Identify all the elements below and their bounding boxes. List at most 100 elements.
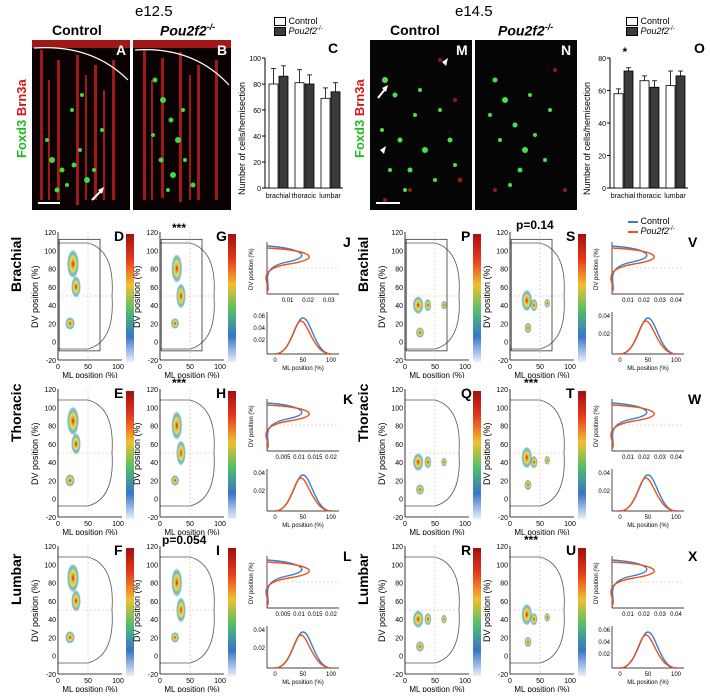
profile-X-ml-ytick: 0.06 — [598, 628, 610, 634]
micrograph-B-image — [133, 40, 231, 210]
row-label-thoracic-e125: Thoracic — [8, 383, 24, 442]
legend-V-mutant: Pou2f2-/- — [628, 226, 675, 236]
heatmap-I-ytick: 20 — [150, 635, 158, 642]
heatmap-Q-ytick: 0 — [399, 497, 403, 504]
heatmap-I-ytick: 40 — [150, 617, 158, 624]
profile-W-ml-mutant-line — [619, 477, 677, 512]
heatmap-Q-ytick: 120 — [391, 387, 403, 394]
heatmap-T-ytick: 40 — [500, 460, 508, 467]
profile-L-ml-control-line — [274, 631, 332, 669]
panel-label-D: D — [114, 228, 125, 244]
heatmap-R-colorbar — [473, 548, 481, 676]
panel-label-K: K — [343, 391, 354, 407]
heatmap-Q-xtick: 50 — [431, 521, 439, 528]
profile-J-dv-xtick: 0.02 — [302, 298, 314, 304]
heatmap-E: 120 100 80 60 40 20 0 -20 0 50 100 ML position (%) — [38, 385, 138, 540]
legend-V: Control Pou2f2-/- — [628, 216, 675, 236]
bar-C-bar-thoracic-0 — [294, 82, 305, 189]
heatmap-S-ytick: 0 — [504, 340, 508, 347]
profile-J-dv-xtick: 0.01 — [282, 298, 294, 304]
heatmap-E-ytick: 120 — [44, 387, 56, 394]
panel-label-W: W — [688, 391, 702, 407]
profile-V-ml-ytick: 0.04 — [598, 314, 610, 320]
heatmap-D-xtick: 100 — [112, 364, 124, 371]
profile-L-ml-ytick: 0.04 — [253, 628, 265, 634]
heatmap-T: 120 100 80 60 40 20 0 -20 0 50 100 ML position (%) — [490, 385, 590, 540]
heatmap-G-xtick: 50 — [186, 364, 194, 371]
profile-V-ml-ytick: 0.02 — [598, 332, 610, 338]
heatmap-U-xtick: 100 — [564, 678, 576, 685]
heatmap-P-xtick: 0 — [403, 364, 407, 371]
heatmap-D-ytick: -20 — [46, 358, 56, 365]
heatmap-E-xtick: 100 — [112, 521, 124, 528]
heatmap-S-ytick: 80 — [500, 267, 508, 274]
profile-W-dv-xtick: 0.03 — [654, 455, 666, 461]
heatmap-F-density-1 — [71, 590, 81, 612]
heatmap-S-density-2 — [544, 298, 551, 308]
bar-O-ytick-label: 20 — [598, 154, 606, 161]
heatmap-T-ytick: 20 — [500, 478, 508, 485]
profile-K-dv-xtick: 0.015 — [307, 455, 323, 461]
heatmap-G-ytick: 120 — [146, 230, 158, 237]
profile-K-dv-mutant-line — [265, 404, 310, 450]
row-label-brachial-e125: Brachial — [8, 236, 24, 292]
heatmap-P-colorbar — [473, 234, 481, 362]
heatmap-R-ytick: 60 — [395, 599, 403, 606]
heatmap-I-ytick: 0 — [154, 654, 158, 661]
profile-J-dv-ylabel: DV position (%) — [249, 248, 255, 290]
heatmap-U-ylabel: DV position (%) — [482, 579, 492, 642]
heatmap-D-ytick: 60 — [48, 285, 56, 292]
profile-V-dv-xtick: 0.04 — [670, 298, 682, 304]
bar-C-ytick-label: 0 — [257, 186, 261, 193]
bar-C-ytick-label: 100 — [249, 56, 261, 63]
profile-V-ml-xlabel: ML position (%) — [627, 366, 668, 372]
profile-J-ml-xlabel: ML position (%) — [282, 366, 323, 372]
heatmap-D-ytick: 40 — [48, 303, 56, 310]
heatmap-H-ylabel: DV position (%) — [132, 422, 142, 485]
legend-C-mutant: Pou2f2-/- — [274, 26, 323, 37]
profile-W-dv-mutant-line — [610, 404, 655, 450]
bar-O-bar-thoracic-0 — [639, 80, 650, 189]
profile-J-dv-xtick: 0.03 — [323, 298, 335, 304]
heatmap-R-xtick: 100 — [459, 678, 471, 685]
bar-O-xtick-label: thoracic — [637, 193, 662, 200]
profile-W-dv-ylabel: DV position (%) — [594, 405, 600, 447]
heatmap-P-density-3 — [415, 327, 425, 338]
heatmap-S-colorbar — [578, 234, 586, 362]
legend-O-mutant: Pou2f2-/- — [626, 26, 675, 37]
heatmap-P-ytick: 100 — [391, 248, 403, 255]
micrograph-N: N — [475, 40, 577, 210]
heatmap-U-ytick: 40 — [500, 617, 508, 624]
heatmap-Q-ytick: -20 — [393, 515, 403, 522]
bar-O-significance-star: * — [623, 45, 628, 59]
heatmap-F-colorbar — [126, 548, 134, 676]
legend-V-control: Control — [628, 216, 675, 226]
profile-W-dv-control-line — [611, 402, 648, 450]
significance-T: *** — [524, 376, 539, 390]
panel-label-L: L — [343, 548, 352, 564]
panel-label-R: R — [461, 542, 472, 558]
profile-X-dv-xtick: 0.02 — [638, 612, 650, 618]
heatmap-T-ytick: 0 — [504, 497, 508, 504]
heatmap-P-density-1 — [424, 298, 432, 312]
heatmap-P-density-0 — [412, 296, 424, 315]
panel-label-V: V — [688, 234, 698, 250]
heatmap-F-ytick: 40 — [48, 617, 56, 624]
row-label-lumbar-e125: Lumbar — [8, 553, 24, 605]
bar-O-ytick-label: 60 — [598, 89, 606, 96]
heatmap-F-xtick: 100 — [112, 678, 124, 685]
bar-C-bar-lumbar-1 — [330, 91, 341, 189]
heatmap-T-xlabel: ML position (%) — [514, 528, 570, 535]
profile-K-ml-xtick: 0 — [273, 515, 277, 521]
heatmap-G: 120 100 80 60 40 20 0 -20 0 50 100 ML position (%) — [140, 228, 240, 383]
heatmap-T-density-2 — [544, 455, 551, 465]
bar-C-ytick-label: 60 — [253, 108, 261, 115]
heatmap-D-ytick: 80 — [48, 267, 56, 274]
profile-K-ml-xlabel: ML position (%) — [282, 523, 323, 529]
heatmap-P-ytick: 60 — [395, 285, 403, 292]
micrograph-N-image — [475, 40, 577, 210]
heatmap-E-density-2 — [65, 474, 75, 487]
